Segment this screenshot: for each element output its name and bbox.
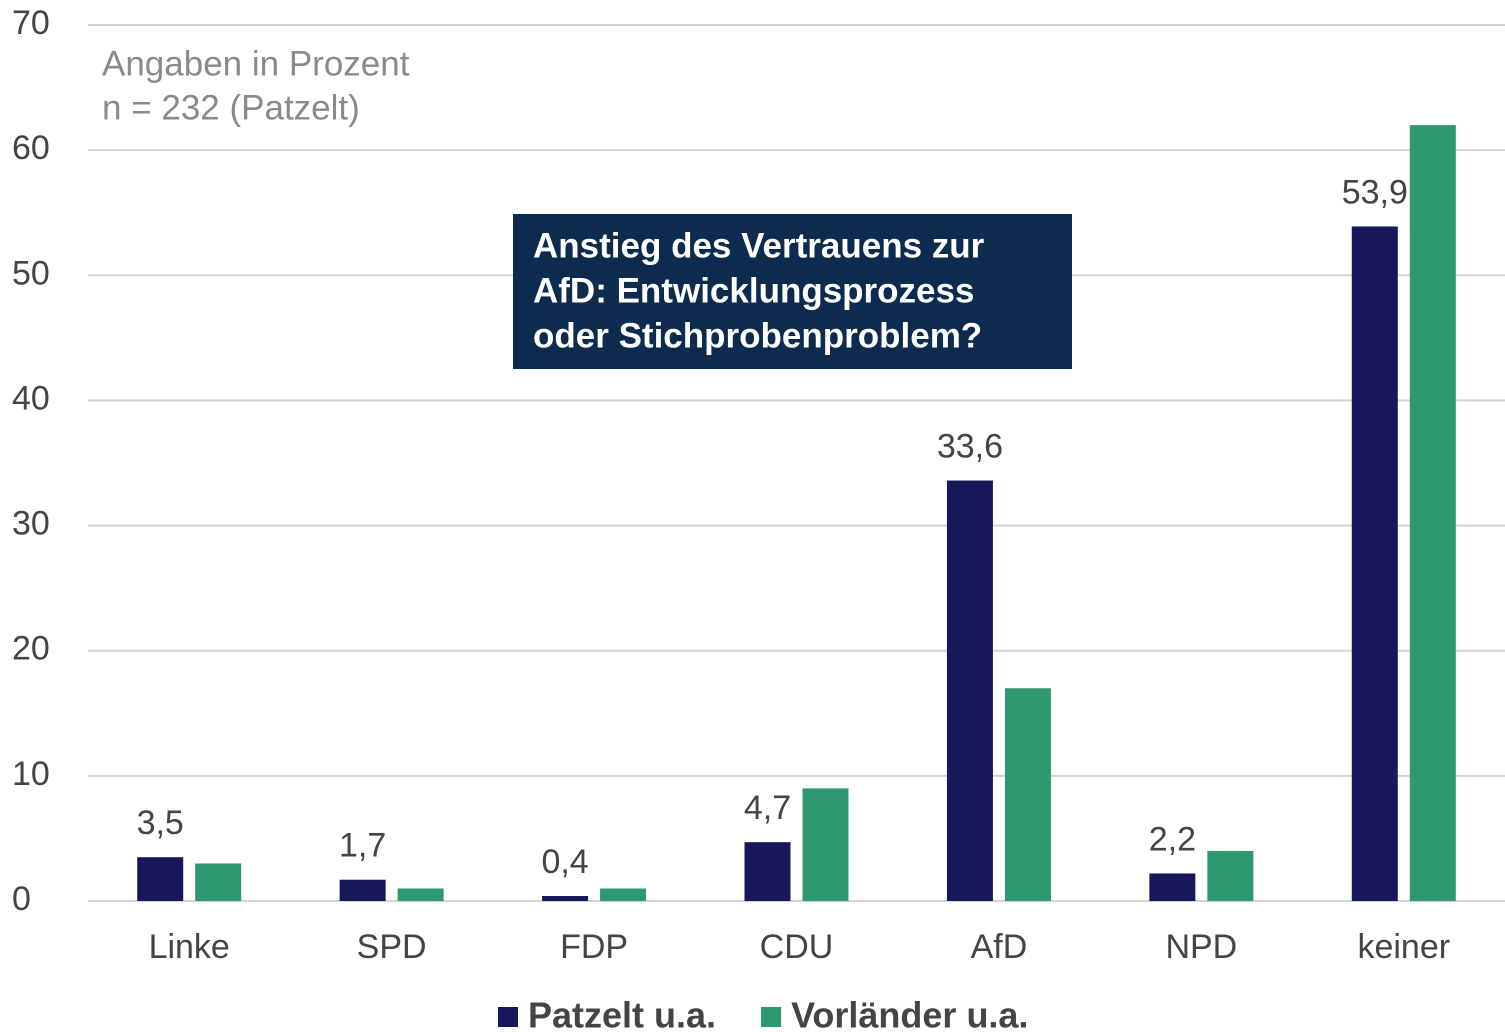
bar [397, 888, 444, 901]
bar [1351, 226, 1398, 902]
y-tick-label: 20 [12, 630, 50, 668]
x-tick-label: AfD [971, 928, 1028, 966]
y-tick-label: 50 [12, 254, 50, 292]
data-label: 0,4 [541, 843, 588, 881]
x-tick-label: FDP [560, 928, 628, 966]
y-tick-label: 40 [12, 379, 50, 417]
y-tick-label: 60 [12, 129, 50, 167]
callout-text: AfD: Entwicklungsprozess [533, 271, 974, 310]
y-tick-label: 30 [12, 505, 50, 543]
bar [1409, 125, 1456, 902]
bar [744, 842, 791, 901]
bar [339, 879, 386, 901]
legend-label: Patzelt u.a. [528, 995, 716, 1032]
y-tick-label: 10 [12, 755, 50, 793]
x-tick-label: NPD [1165, 928, 1237, 966]
x-tick-label: CDU [760, 928, 834, 966]
x-tick-label: keiner [1357, 928, 1450, 966]
bar [946, 480, 993, 901]
data-label: 33,6 [937, 428, 1003, 466]
data-label: 53,9 [1342, 173, 1408, 211]
bar [137, 857, 184, 901]
bar [542, 895, 589, 901]
annotation: Angaben in Prozent [102, 44, 410, 83]
data-label: 2,2 [1149, 820, 1196, 858]
data-label: 4,7 [744, 789, 791, 827]
bar [802, 788, 849, 901]
callout-text: oder Stichprobenproblem? [533, 316, 982, 355]
x-tick-label: Linke [149, 928, 230, 966]
legend-swatch [498, 1007, 518, 1027]
bar [1207, 850, 1254, 901]
bar [195, 863, 242, 901]
bar [600, 888, 647, 901]
y-tick-label: 0 [12, 880, 31, 918]
callout-box [513, 214, 1072, 369]
legend-label: Vorländer u.a. [791, 995, 1028, 1032]
callout-text: Anstieg des Vertrauens zur [533, 226, 985, 265]
annotation: n = 232 (Patzelt) [102, 88, 360, 127]
legend-swatch [761, 1007, 782, 1027]
x-tick-label: SPD [357, 928, 427, 966]
bar [1149, 873, 1196, 901]
bar [1004, 688, 1051, 901]
y-tick-label: 70 [12, 4, 50, 42]
data-label: 3,5 [137, 804, 184, 842]
data-label: 1,7 [339, 827, 386, 865]
